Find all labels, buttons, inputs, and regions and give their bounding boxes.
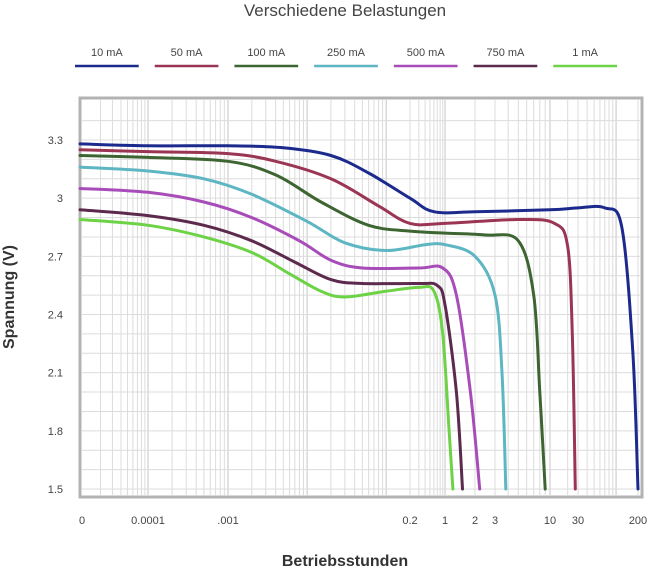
x-tick-label: 30 — [572, 515, 584, 527]
x-tick-label: 200 — [629, 515, 647, 527]
x-ticks: 0 0.0001 .001 0.2 1 2 3 10 30 200 — [79, 515, 647, 527]
legend-label: 100 mA — [247, 47, 286, 59]
legend-label: 1 mA — [572, 47, 598, 59]
x-tick-label: 2 — [472, 515, 478, 527]
x-tick-label: 10 — [544, 515, 556, 527]
grid — [82, 100, 640, 495]
legend-item: 250 mA — [314, 47, 378, 68]
legend-label: 10 mA — [91, 47, 123, 59]
y-tick-label: 2.4 — [48, 310, 63, 322]
series-line-500-ma — [78, 187, 482, 491]
series-line-50-ma — [78, 148, 577, 491]
legend-item: 750 mA — [473, 47, 538, 68]
x-tick-label: 0.2 — [402, 515, 417, 527]
x-axis-label: Betriebsstunden — [282, 553, 408, 568]
legend-item: 50 mA — [154, 47, 219, 68]
x-tick-label: 1 — [442, 515, 448, 527]
x-tick-label: .001 — [217, 515, 238, 527]
y-axis-label: Spannung (V) — [1, 245, 18, 349]
y-tick-label: 1.8 — [48, 426, 63, 438]
legend-item: 1 mA — [553, 47, 617, 68]
x-tick-label: 0 — [79, 515, 85, 527]
legend-label: 500 mA — [407, 47, 446, 59]
legend-label: 50 mA — [171, 47, 203, 59]
series-line-250-ma — [78, 165, 508, 491]
legend-item: 10 mA — [75, 47, 139, 68]
y-tick-label: 2.1 — [48, 368, 63, 380]
chart-title: Verschiedene Belastungen — [244, 1, 446, 20]
y-ticks: 3.3 3 2.7 2.4 2.1 1.8 1.5 — [48, 135, 63, 496]
series-line-750-ma — [78, 208, 464, 491]
series-line-10-ma — [78, 142, 640, 491]
series-line-100-ma — [78, 154, 547, 491]
legend-label: 750 mA — [486, 47, 525, 59]
y-tick-label: 1.5 — [48, 484, 63, 496]
legend-item: 500 mA — [393, 47, 458, 68]
x-tick-label: 3 — [492, 515, 498, 527]
x-tick-label: 0.0001 — [131, 515, 165, 527]
legend-label: 250 mA — [327, 47, 366, 59]
series-layer — [78, 142, 640, 491]
y-tick-label: 3.3 — [48, 135, 63, 147]
legend-item: 100 mA — [234, 47, 299, 68]
legend: 10 mA 50 mA 100 mA 250 mA 500 mA 750 mA 1 mA — [75, 47, 617, 68]
series-line-1-ma — [78, 218, 455, 491]
y-tick-label: 3 — [57, 193, 63, 205]
y-tick-label: 2.7 — [48, 251, 63, 263]
